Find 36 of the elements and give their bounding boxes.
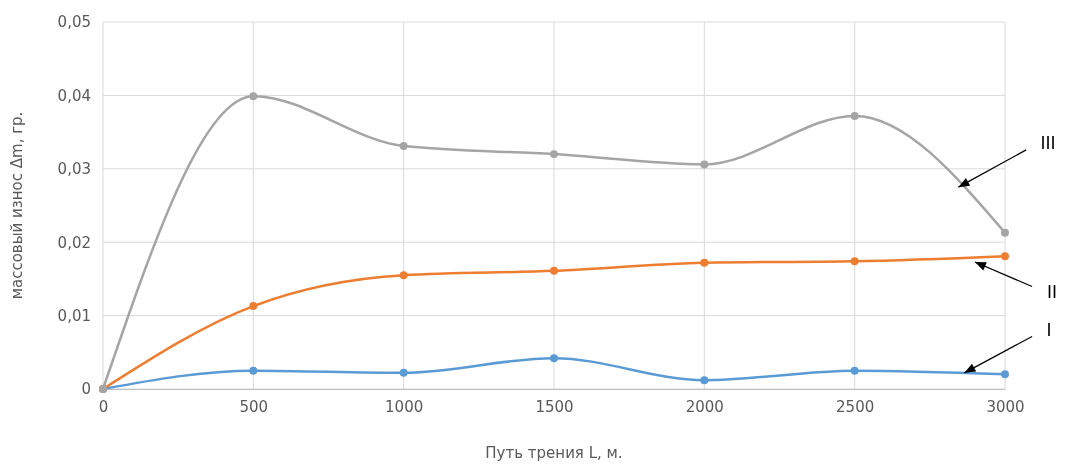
point [249, 92, 258, 101]
annotation: III [1040, 133, 1056, 154]
x-tick-label: 2000 [685, 397, 724, 416]
x-tick-label: 1000 [385, 397, 424, 416]
y-tick-label: 0 [81, 380, 91, 399]
x-tick-label: 2500 [836, 397, 875, 416]
y-tick-label: 0,01 [57, 306, 91, 325]
x-tick-label: 3000 [986, 397, 1025, 416]
point [249, 366, 258, 375]
point [399, 142, 408, 151]
y-tick-label: 0,05 [57, 13, 91, 32]
point [1001, 252, 1009, 261]
point [550, 150, 558, 159]
point [550, 266, 558, 275]
point [700, 160, 709, 169]
point [1001, 370, 1009, 379]
x-axis-title: Путь трения L, м. [485, 444, 623, 462]
x-tick-label: 0 [98, 397, 109, 416]
y-tick-label: 0,04 [57, 86, 91, 105]
x-tick-label: 1500 [535, 397, 574, 416]
point [249, 302, 258, 311]
point [550, 354, 558, 363]
y-tick-label: 0,02 [57, 233, 91, 252]
point [850, 111, 859, 120]
annotation: I [1046, 319, 1052, 340]
y-axis-title: массовый износ Δm, гр. [8, 111, 26, 300]
point [399, 368, 408, 377]
point [850, 366, 859, 375]
point [700, 376, 709, 385]
point [850, 257, 859, 266]
point [1001, 228, 1009, 237]
x-tick-label: 500 [239, 397, 269, 416]
annotation: II [1046, 282, 1057, 303]
point [700, 258, 709, 267]
y-tick-label: 0,03 [57, 160, 91, 179]
point [399, 271, 408, 280]
